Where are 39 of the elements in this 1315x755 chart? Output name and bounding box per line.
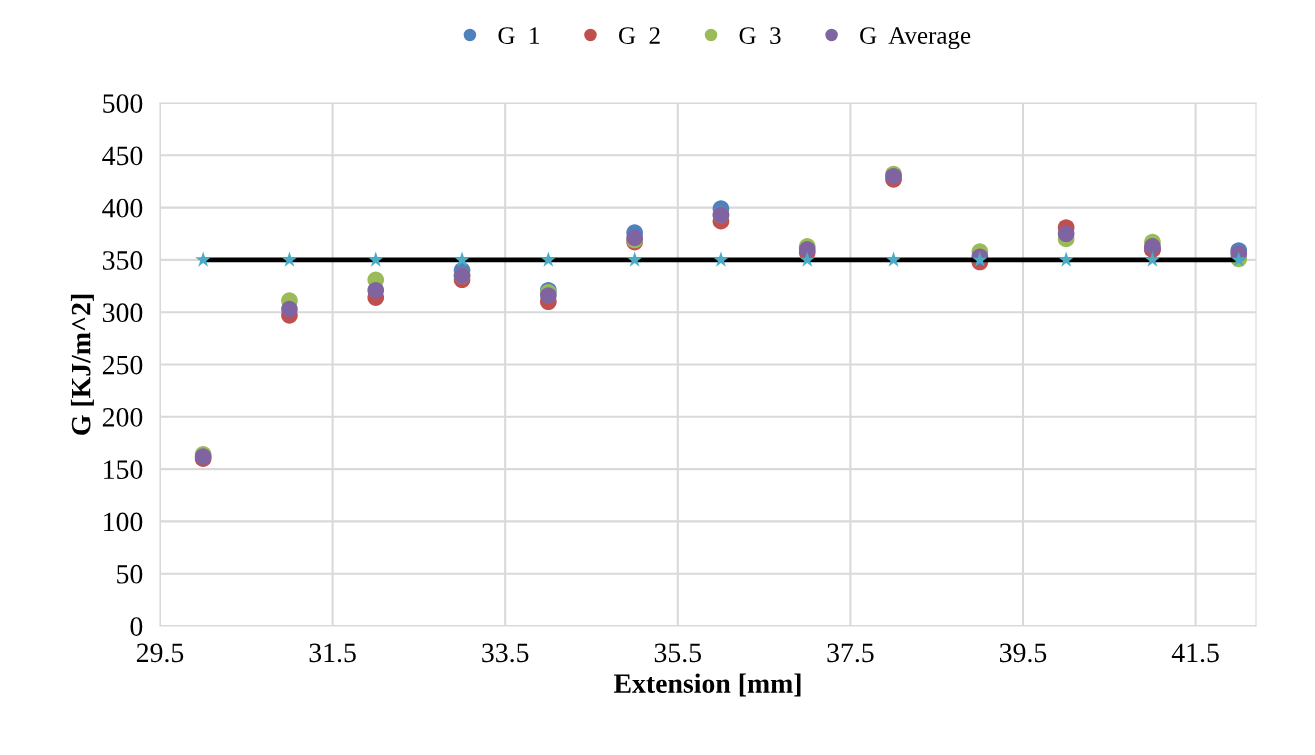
point <box>626 251 643 267</box>
x-tick-label: 41.5 <box>1171 643 1219 663</box>
y-tick-label: 300 <box>102 303 143 323</box>
point <box>1144 251 1161 267</box>
y-tick-label: 450 <box>102 146 143 166</box>
legend-label: G Average <box>860 27 971 50</box>
y-tick-label: 350 <box>102 251 143 270</box>
point <box>195 251 212 267</box>
x-tick-label: 33.5 <box>482 643 529 663</box>
x-tick-label: 31.5 <box>309 643 356 663</box>
legend-label: G 1 <box>498 27 539 44</box>
point <box>281 251 298 267</box>
point <box>281 300 298 318</box>
point <box>1057 225 1075 243</box>
x-tick-label: 29.5 <box>136 643 184 663</box>
x-tick-label: 35.5 <box>654 643 702 663</box>
y-tick-label: 500 <box>103 94 143 113</box>
x-tick-label: 37.5 <box>827 643 874 663</box>
y-tick-label: 400 <box>102 198 143 218</box>
y-tick-label: 250 <box>102 355 143 375</box>
y-axis-title: G [KJ/m^2] <box>70 294 94 435</box>
x-tick-label: 39.5 <box>1000 643 1047 663</box>
point <box>885 251 902 267</box>
point <box>799 251 816 267</box>
y-tick-label: 100 <box>104 512 143 532</box>
y-tick-label: 150 <box>104 460 143 480</box>
x-axis-title: Extension [mm] <box>613 673 801 697</box>
point <box>540 251 557 267</box>
point <box>454 251 470 267</box>
legend-label: G 3 <box>739 27 781 44</box>
point <box>1058 251 1075 267</box>
legend-label: G 2 <box>619 27 660 44</box>
point <box>367 251 384 267</box>
y-tick-label: 200 <box>102 407 143 427</box>
y-tick-label: 0 <box>130 617 143 636</box>
point <box>1144 237 1161 255</box>
point <box>367 281 385 299</box>
y-tick-label: 50 <box>117 564 143 584</box>
point <box>713 251 729 267</box>
